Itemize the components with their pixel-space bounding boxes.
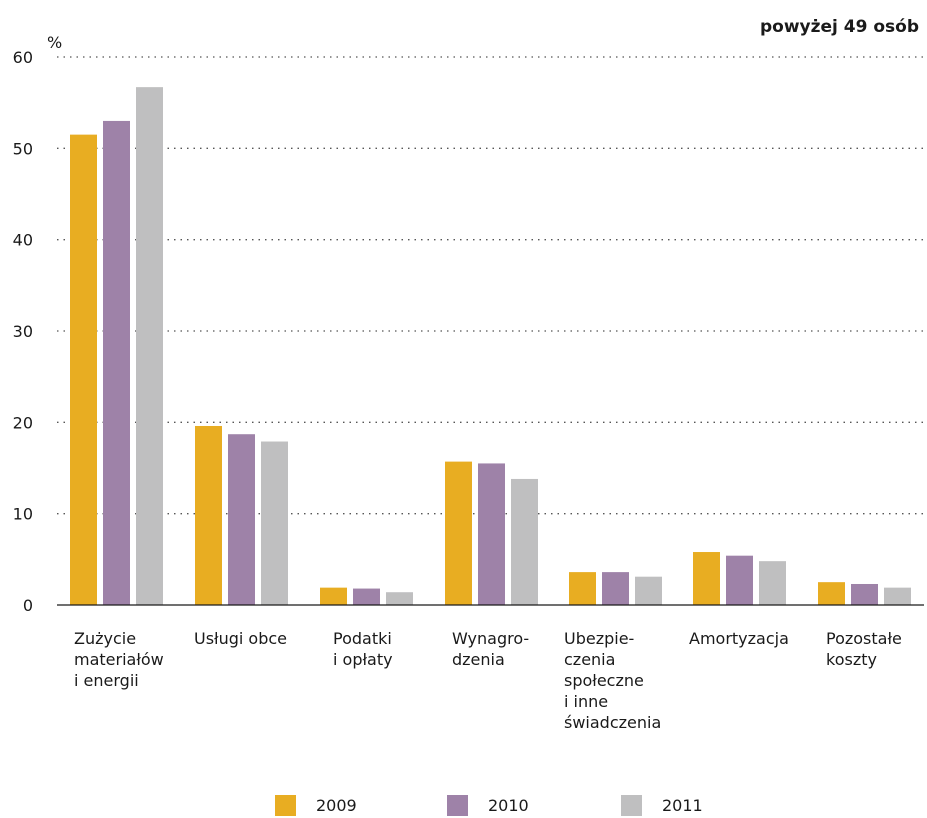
category-label: Amortyzacja	[689, 629, 789, 648]
gridlines	[57, 56, 924, 515]
y-tick-label: 30	[13, 322, 33, 341]
bar-2009	[320, 587, 347, 605]
y-axis-label: %	[47, 33, 62, 52]
bar-2010	[726, 555, 753, 605]
category-label: Usługi obce	[194, 629, 288, 648]
bar-2011	[759, 561, 786, 605]
legend: 2009 2010 2011	[0, 794, 927, 818]
legend-label: 2010	[488, 795, 529, 815]
bar-2009	[569, 572, 596, 605]
y-tick-label: 0	[23, 596, 33, 615]
y-tick-label: 60	[13, 48, 33, 67]
y-axis-ticks: 0 10 20 30 40 50 60	[13, 48, 33, 615]
bar-2010	[602, 572, 629, 605]
category-label: Wynagro- dzenia	[452, 629, 530, 669]
bar-2011	[136, 87, 163, 605]
bar-2010	[478, 463, 505, 605]
bar-2010	[353, 588, 380, 605]
y-tick-label: 50	[13, 139, 33, 158]
legend-label: 2011	[662, 795, 703, 815]
bar-2011	[261, 441, 288, 605]
y-tick-label: 10	[13, 505, 33, 524]
legend-swatch	[621, 794, 642, 816]
category-label: Pozostałe koszty	[826, 629, 902, 669]
legend-item: 2010	[447, 794, 529, 816]
legend-item: 2009	[275, 794, 357, 816]
bar-2011	[511, 478, 538, 605]
bar-2009	[70, 134, 97, 605]
legend-swatch	[275, 794, 296, 816]
bar-2011	[635, 576, 662, 605]
legend-label: 2009	[316, 795, 357, 815]
bar-2009	[818, 582, 845, 605]
bar-2009	[195, 425, 222, 605]
y-tick-label: 20	[13, 413, 33, 432]
bar-2011	[884, 587, 911, 605]
category-label: Ubezpie- czenia społeczne i inne świadcz…	[564, 629, 662, 732]
category-label: Zużycie materiałów i energii	[74, 629, 164, 690]
y-tick-label: 40	[13, 231, 33, 250]
legend-item: 2011	[621, 794, 703, 816]
category-label: Podatki i opłaty	[333, 629, 393, 669]
bar-2011	[386, 592, 413, 605]
bar-2010	[103, 120, 130, 605]
bar-2009	[693, 552, 720, 605]
bar-2010	[851, 583, 878, 605]
bar-2010	[228, 434, 255, 605]
bars	[70, 87, 911, 605]
chart-subtitle: powyżej 49 osób	[759, 17, 919, 37]
bar-2009	[445, 461, 472, 605]
legend-swatch	[447, 794, 468, 816]
